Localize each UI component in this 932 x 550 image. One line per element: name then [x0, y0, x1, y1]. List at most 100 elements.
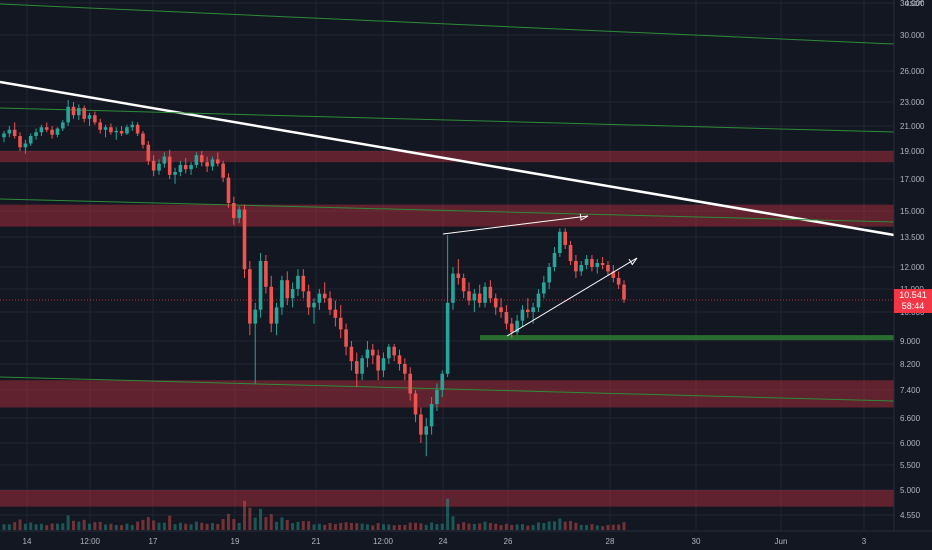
- volume-bar: [317, 523, 321, 530]
- price-zones: [0, 151, 894, 507]
- volume-bar: [23, 523, 27, 530]
- price-tick-label: 7.400: [900, 386, 921, 395]
- candle-body: [71, 106, 76, 116]
- candle-body: [285, 280, 290, 299]
- volume-bar: [146, 517, 150, 530]
- volume-bar: [558, 518, 562, 530]
- volume-bar: [483, 521, 487, 530]
- volume-bar: [499, 525, 503, 530]
- volume-bar: [173, 524, 177, 530]
- candle-body: [611, 271, 616, 278]
- candle-body: [7, 129, 12, 134]
- candle-body: [98, 122, 103, 130]
- volume-bar: [136, 521, 140, 530]
- candle-body: [520, 309, 525, 321]
- time-tick-label: Jun: [775, 537, 788, 546]
- candle-body: [296, 275, 300, 289]
- volume-bar: [531, 525, 535, 530]
- volume-bar: [125, 523, 129, 530]
- candle-body: [531, 307, 535, 312]
- volume-bar: [104, 524, 108, 530]
- candle-body: [558, 231, 562, 253]
- volume-bar: [248, 507, 252, 530]
- candle-body: [392, 346, 396, 356]
- volume-bar: [590, 524, 594, 530]
- volume-bar: [371, 525, 375, 530]
- time-tick-label: 14: [23, 537, 32, 546]
- candle-body: [445, 302, 450, 374]
- chart-grid: [0, 0, 894, 530]
- candle-body: [141, 133, 145, 145]
- time-axis[interactable]: 14 12:00 17 19 21 12:00 24 26 28 30 Jun 3: [0, 530, 932, 550]
- candlesticks: [2, 99, 626, 457]
- candle-body: [312, 302, 316, 308]
- channel-line-3: [0, 198, 895, 223]
- candle-body: [525, 309, 530, 312]
- candle-body: [258, 261, 263, 310]
- volume-bar: [424, 524, 428, 530]
- candle-body: [595, 263, 600, 267]
- candle-body: [39, 127, 44, 133]
- volume-bar: [141, 519, 145, 530]
- candle-body: [365, 349, 370, 359]
- candle-countdown: 58:44: [901, 300, 925, 311]
- volume-bar: [403, 524, 407, 530]
- volume-bar: [285, 520, 289, 530]
- time-tick-label: 30: [692, 537, 701, 546]
- candle-body: [264, 261, 268, 287]
- price-tick-label: 5.500: [900, 461, 921, 470]
- candle-body: [397, 355, 402, 364]
- candle-body: [66, 106, 70, 123]
- volume-bar: [526, 525, 530, 530]
- candle-body: [370, 349, 375, 356]
- candle-body: [333, 309, 338, 318]
- time-tick-label: 24: [439, 537, 448, 546]
- candle-body: [210, 159, 215, 167]
- candle-body: [199, 155, 204, 163]
- volume-bar: [178, 522, 182, 530]
- channel-line-bottom: [0, 376, 895, 402]
- volume-bar: [553, 521, 557, 530]
- volume-bar: [232, 518, 236, 530]
- price-tick-label: 15.000: [900, 207, 925, 216]
- lower-trend-arrow: [506, 257, 638, 337]
- candle-body: [23, 143, 28, 148]
- volume-bar: [2, 524, 6, 530]
- volume-bar: [355, 523, 359, 530]
- price-tick-label: 19.000: [900, 147, 925, 156]
- volume-bar: [152, 520, 156, 530]
- candle-body: [173, 172, 177, 175]
- candle-body: [606, 265, 610, 272]
- volume-bar: [216, 524, 220, 530]
- volume-bar: [93, 522, 97, 530]
- price-tick-label: 21.000: [900, 122, 925, 131]
- time-tick-label: 19: [231, 537, 240, 546]
- volume-bar: [162, 522, 166, 530]
- time-tick-label: 26: [504, 537, 513, 546]
- volume-bar: [440, 523, 444, 530]
- candle-body: [542, 282, 546, 294]
- volume-bar: [339, 522, 343, 530]
- volume-bar: [579, 524, 583, 530]
- volume-bar: [237, 523, 241, 530]
- candle-body: [2, 133, 6, 138]
- price-axis[interactable]: 34.000 30.000 26.000 23.000 21.000 19.000 17.0…: [893, 0, 932, 550]
- volume-bar: [435, 524, 439, 530]
- volume-bar: [414, 522, 418, 530]
- candle-body: [55, 128, 60, 135]
- main-downtrend-line: [0, 80, 895, 237]
- volume-bar: [130, 525, 134, 530]
- price-tick-label: 34.000: [900, 0, 925, 8]
- volume-bar: [328, 523, 332, 530]
- volume-bar: [398, 524, 402, 530]
- price-tick-label: 23.000: [900, 98, 925, 107]
- candle-body: [157, 163, 161, 171]
- price-axis-bg: [894, 0, 932, 550]
- volume-bar: [120, 525, 124, 530]
- candle-body: [344, 329, 348, 347]
- price-tick-label: 4.550: [900, 511, 921, 520]
- candle-body: [114, 131, 119, 133]
- volume-bar: [291, 523, 295, 530]
- volume-bar: [184, 523, 188, 530]
